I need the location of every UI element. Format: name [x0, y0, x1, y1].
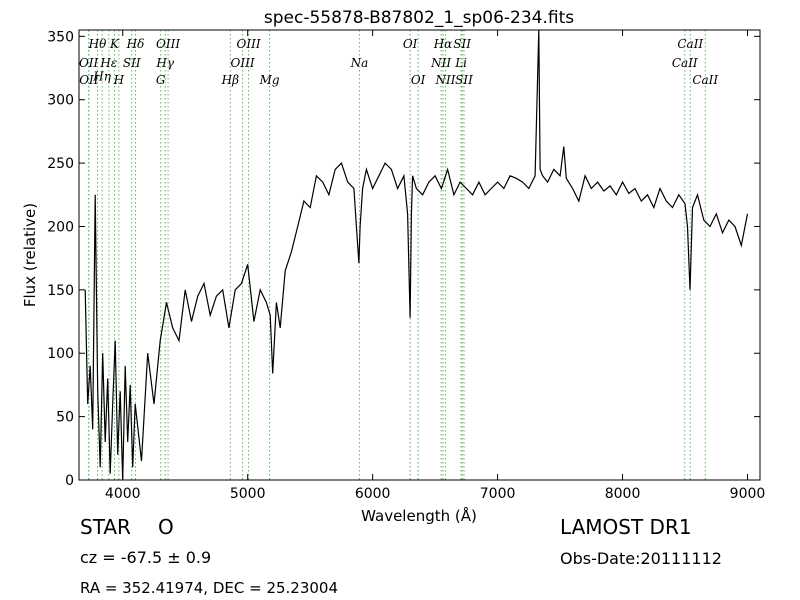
coordinates: RA = 352.41974, DEC = 25.23004: [80, 579, 339, 597]
y-axis-label: Flux (relative): [21, 203, 39, 307]
y-tick-label: 0: [65, 473, 74, 489]
x-axis-ticks: 4000 5000 6000 7000 8000 9000: [105, 30, 765, 502]
line-marker-label: OIII: [156, 37, 180, 51]
object-subclass: O: [158, 515, 174, 539]
line-marker-label: SII: [455, 73, 473, 87]
y-tick-label: 300: [47, 93, 74, 109]
x-tick-label: 6000: [355, 486, 391, 502]
x-tick-label: 7000: [480, 486, 516, 502]
line-marker-label: CaII: [677, 37, 703, 51]
line-marker-label: Hβ: [221, 73, 239, 87]
line-marker-label: OII: [79, 73, 99, 87]
line-marker-label: NII: [430, 56, 451, 70]
y-tick-label: 100: [47, 346, 74, 362]
line-marker-label: SII: [453, 37, 471, 51]
redshift-cz: cz = -67.5 ± 0.9: [80, 548, 212, 567]
line-marker-label: Li: [454, 56, 467, 70]
y-axis-ticks: 0 50 100 150 200 250 300 350: [47, 29, 760, 489]
y-tick-label: 200: [47, 219, 74, 235]
line-marker-label: G: [156, 73, 166, 87]
x-axis-label: Wavelength (Å): [361, 506, 477, 525]
line-marker-label: K: [109, 37, 120, 51]
x-tick-label: 8000: [605, 486, 641, 502]
line-marker-label: H: [113, 73, 125, 87]
spectrum-line: [84, 29, 749, 481]
line-marker-label: Na: [350, 56, 369, 70]
line-marker-label: Hγ: [155, 56, 174, 70]
line-marker-label: OIII: [231, 56, 255, 70]
line-marker-label: Hθ: [88, 37, 107, 51]
x-tick-label: 5000: [230, 486, 266, 502]
line-marker-label: Hα: [433, 37, 453, 51]
line-markers: [88, 30, 706, 480]
line-marker-label: Hδ: [126, 37, 145, 51]
line-marker-label: OI: [403, 37, 418, 51]
y-tick-label: 350: [47, 29, 74, 45]
y-tick-label: 250: [47, 156, 74, 172]
line-marker-label: Mg: [259, 73, 280, 87]
line-marker-label: SII: [123, 56, 141, 70]
line-marker-label: Hη: [92, 69, 111, 83]
survey-name: LAMOST DR1: [560, 515, 692, 539]
object-class: STAR: [80, 515, 131, 539]
obs-date: Obs-Date:20111112: [560, 549, 722, 568]
line-marker-label: NII: [434, 73, 455, 87]
x-tick-label: 4000: [105, 486, 141, 502]
line-marker-label: OII: [79, 56, 99, 70]
axes-frame: [78, 29, 761, 481]
line-marker-label: OIII: [237, 37, 261, 51]
y-tick-label: 150: [47, 283, 74, 299]
line-marker-label: OI: [411, 73, 426, 87]
y-tick-label: 50: [56, 410, 74, 426]
line-marker-label: Hε: [99, 56, 117, 70]
x-tick-label: 9000: [730, 486, 766, 502]
plot-frame: [78, 29, 761, 481]
line-marker-label: CaII: [672, 56, 698, 70]
line-marker-label: CaII: [692, 73, 718, 87]
chart-title: spec-55878-B87802_1_sp06-234.fits: [264, 8, 574, 28]
